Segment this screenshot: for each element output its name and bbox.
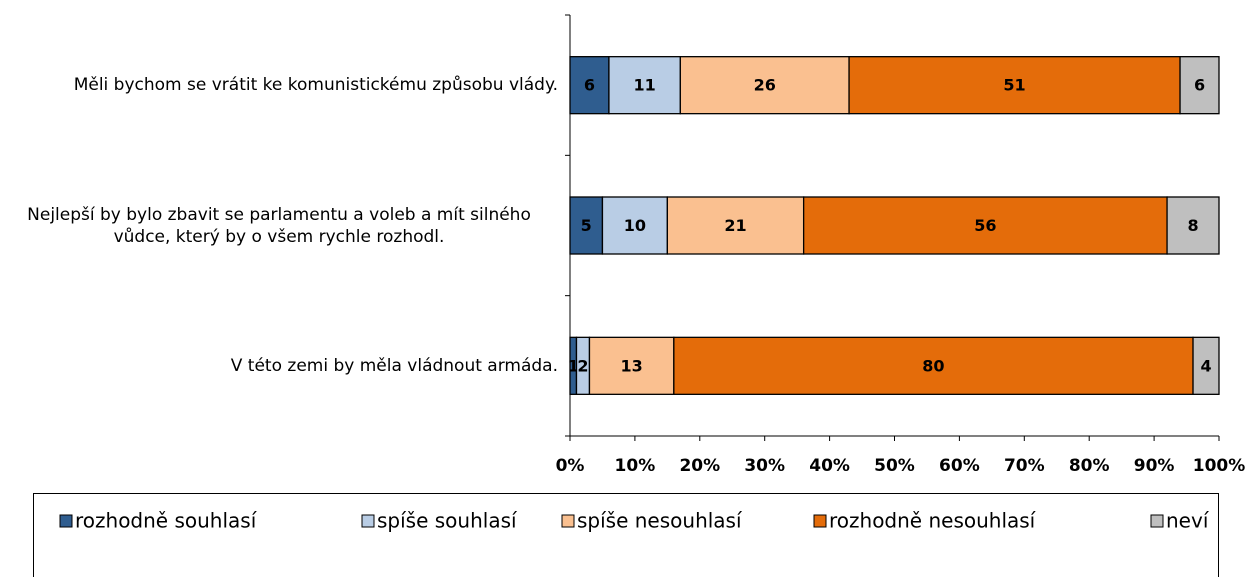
- x-tick-label: 0%: [556, 456, 585, 476]
- x-tick-label: 20%: [679, 456, 720, 476]
- legend-swatch: [59, 514, 73, 528]
- x-tick-label: 50%: [874, 456, 915, 476]
- data-label: 5: [581, 216, 592, 235]
- bar-segment: [601, 196, 669, 255]
- data-label: 4: [1200, 356, 1211, 375]
- legend-swatch: [813, 514, 827, 528]
- data-label: 8: [1187, 216, 1198, 235]
- data-label: 11: [634, 76, 656, 95]
- data-label: 80: [922, 356, 944, 375]
- x-tick-label: 70%: [1004, 456, 1045, 476]
- data-label: 2: [577, 356, 588, 375]
- legend-label: spíše nesouhlasí: [577, 509, 743, 533]
- legend-label: rozhodně souhlasí: [75, 509, 258, 533]
- legend-label: rozhodně nesouhlasí: [829, 509, 1037, 533]
- category-label: Nejlepší by bylo zbavit se parlamentu a …: [27, 204, 531, 247]
- bar-segment: [588, 336, 675, 395]
- data-label: 26: [754, 76, 776, 95]
- x-tick-label: 90%: [1134, 456, 1175, 476]
- data-label: 21: [724, 216, 746, 235]
- data-label: 51: [1003, 76, 1025, 95]
- legend-label: spíše souhlasí: [377, 509, 518, 533]
- bar-segment: [1192, 336, 1220, 395]
- data-label: 56: [974, 216, 996, 235]
- legend-label: neví: [1166, 509, 1210, 533]
- x-tick-label: 30%: [744, 456, 785, 476]
- bar-segment: [848, 56, 1181, 115]
- data-label: 10: [624, 216, 646, 235]
- x-tick-label: 40%: [809, 456, 850, 476]
- legend-box: [33, 493, 1219, 577]
- x-tick-label: 100%: [1193, 456, 1246, 476]
- data-label: 1: [568, 356, 579, 375]
- x-tick-label: 60%: [939, 456, 980, 476]
- bar-segment: [569, 196, 604, 255]
- x-tick-label: 10%: [615, 456, 656, 476]
- category-label-box: Měli bychom se vrátit ke komunistickému …: [0, 55, 558, 115]
- bar-segment: [1166, 196, 1220, 255]
- category-label-box: Nejlepší by bylo zbavit se parlamentu a …: [0, 196, 558, 256]
- bar-segment: [673, 336, 1194, 395]
- x-tick-label: 80%: [1069, 456, 1110, 476]
- data-label: 6: [584, 76, 595, 95]
- legend-swatch: [561, 514, 575, 528]
- legend-swatch: [361, 514, 375, 528]
- bar-segment: [802, 196, 1168, 255]
- bar-segment: [608, 56, 681, 115]
- data-label: 13: [621, 356, 643, 375]
- category-label: V této zemi by měla vládnout armáda.: [230, 355, 558, 376]
- category-label-box: V této zemi by měla vládnout armáda.: [0, 336, 558, 396]
- legend-swatch: [1150, 514, 1164, 528]
- bar-segment: [1179, 56, 1220, 115]
- category-label: Měli bychom se vrátit ke komunistickému …: [73, 75, 558, 96]
- data-label: 6: [1194, 76, 1205, 95]
